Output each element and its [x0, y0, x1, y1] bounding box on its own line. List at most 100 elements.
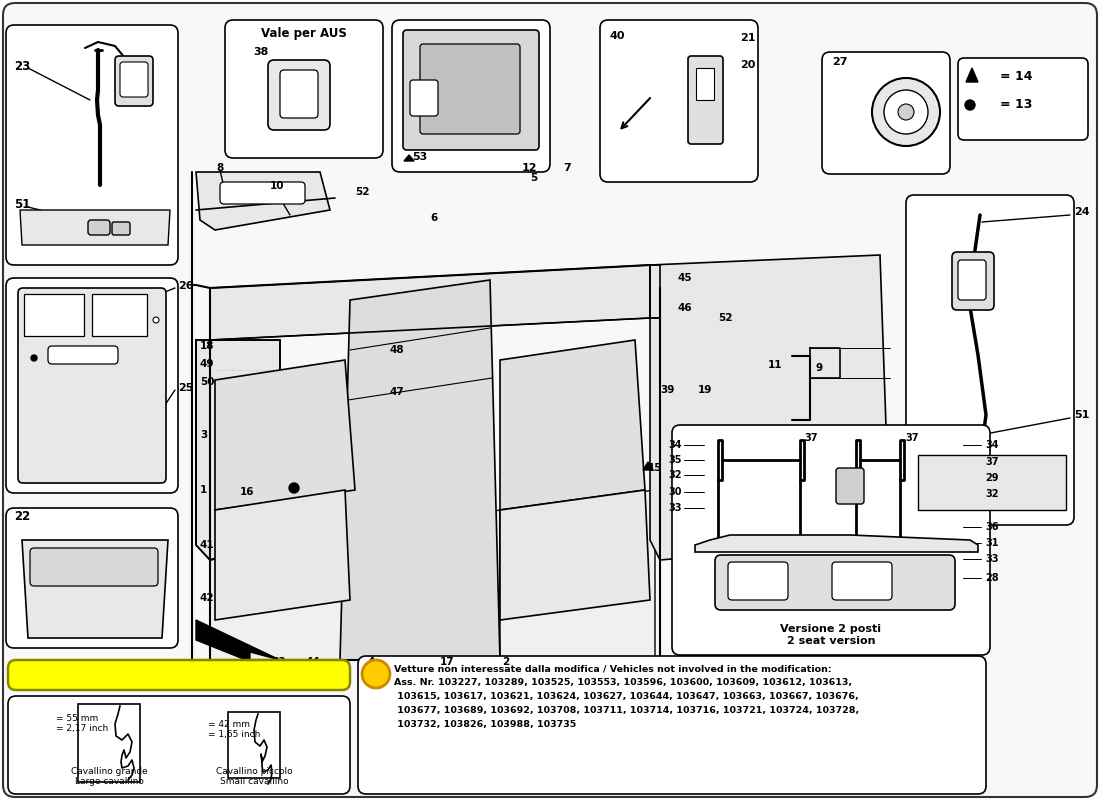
- FancyBboxPatch shape: [958, 260, 986, 300]
- FancyBboxPatch shape: [6, 25, 178, 265]
- Text: 42: 42: [200, 593, 214, 603]
- Text: 103732, 103826, 103988, 103735: 103732, 103826, 103988, 103735: [394, 720, 576, 729]
- Text: 21: 21: [740, 33, 756, 43]
- Text: 32: 32: [984, 489, 999, 499]
- Polygon shape: [644, 462, 653, 470]
- Text: 51: 51: [14, 198, 31, 211]
- Polygon shape: [918, 455, 1066, 510]
- FancyBboxPatch shape: [6, 508, 178, 648]
- FancyBboxPatch shape: [836, 468, 864, 504]
- Text: 47: 47: [390, 387, 405, 397]
- Text: 20: 20: [740, 60, 756, 70]
- Text: 32: 32: [669, 470, 682, 480]
- Text: 29: 29: [984, 473, 999, 483]
- Text: 52: 52: [718, 313, 733, 323]
- FancyBboxPatch shape: [88, 220, 110, 235]
- Polygon shape: [650, 255, 890, 560]
- Polygon shape: [340, 280, 500, 660]
- FancyBboxPatch shape: [116, 56, 153, 106]
- FancyBboxPatch shape: [6, 278, 178, 493]
- FancyBboxPatch shape: [226, 20, 383, 158]
- Text: 24: 24: [1074, 207, 1090, 217]
- FancyBboxPatch shape: [600, 20, 758, 182]
- Text: 2: 2: [502, 657, 509, 667]
- Bar: [92, 294, 147, 336]
- Polygon shape: [196, 172, 330, 230]
- Text: Rif.5 ATTENZIONE! - Ref.5 ATTENTION!: Rif.5 ATTENZIONE! - Ref.5 ATTENTION!: [51, 669, 307, 682]
- Bar: [228, 712, 280, 778]
- FancyBboxPatch shape: [958, 58, 1088, 140]
- FancyBboxPatch shape: [832, 562, 892, 600]
- FancyBboxPatch shape: [906, 195, 1074, 525]
- Text: = 42 mm
= 1,65 inch: = 42 mm = 1,65 inch: [208, 720, 261, 739]
- FancyBboxPatch shape: [728, 562, 788, 600]
- Text: 27: 27: [832, 57, 847, 67]
- Circle shape: [289, 483, 299, 493]
- FancyBboxPatch shape: [220, 182, 305, 204]
- Polygon shape: [404, 155, 414, 161]
- Text: 39: 39: [660, 385, 674, 395]
- Polygon shape: [20, 210, 170, 245]
- Text: 1: 1: [200, 485, 207, 495]
- Text: 41: 41: [200, 540, 214, 550]
- FancyBboxPatch shape: [952, 252, 994, 310]
- Polygon shape: [695, 535, 978, 552]
- FancyBboxPatch shape: [120, 62, 148, 97]
- Polygon shape: [196, 620, 280, 682]
- Text: 18: 18: [200, 341, 214, 351]
- FancyBboxPatch shape: [672, 425, 990, 655]
- Circle shape: [872, 78, 940, 146]
- Text: 37: 37: [905, 433, 918, 443]
- FancyBboxPatch shape: [715, 555, 955, 610]
- FancyBboxPatch shape: [8, 660, 350, 690]
- Polygon shape: [214, 490, 350, 620]
- Text: 16: 16: [240, 487, 254, 497]
- Circle shape: [31, 355, 37, 361]
- Text: 6: 6: [430, 213, 438, 223]
- Text: 103677, 103689, 103692, 103708, 103711, 103714, 103716, 103721, 103724, 103728,: 103677, 103689, 103692, 103708, 103711, …: [394, 706, 859, 715]
- Text: 48: 48: [390, 345, 405, 355]
- Text: 45: 45: [678, 273, 693, 283]
- Text: Vetture non interessate dalla modifica / Vehicles not involved in the modificati: Vetture non interessate dalla modifica /…: [394, 664, 832, 673]
- Polygon shape: [210, 510, 500, 660]
- Text: Ass. Nr. 103227, 103289, 103525, 103553, 103596, 103600, 103609, 103612, 103613,: Ass. Nr. 103227, 103289, 103525, 103553,…: [394, 678, 852, 687]
- Text: 53: 53: [412, 152, 427, 162]
- FancyBboxPatch shape: [420, 44, 520, 134]
- FancyBboxPatch shape: [358, 656, 986, 794]
- Text: 23: 23: [14, 59, 31, 73]
- Text: 34: 34: [984, 440, 999, 450]
- FancyBboxPatch shape: [403, 30, 539, 150]
- Text: 9: 9: [815, 363, 822, 373]
- Text: = 55 mm
= 2,17 inch: = 55 mm = 2,17 inch: [56, 714, 108, 734]
- Circle shape: [898, 104, 914, 120]
- Text: 40: 40: [610, 31, 626, 41]
- Text: 43: 43: [272, 657, 287, 667]
- Circle shape: [153, 317, 159, 323]
- Polygon shape: [196, 340, 280, 560]
- FancyBboxPatch shape: [280, 70, 318, 118]
- Text: 44: 44: [305, 657, 320, 667]
- Text: 51: 51: [1074, 410, 1089, 420]
- FancyBboxPatch shape: [268, 60, 330, 130]
- Circle shape: [884, 90, 928, 134]
- FancyBboxPatch shape: [3, 3, 1097, 797]
- Text: Cavallino grande
Large cavallino: Cavallino grande Large cavallino: [70, 766, 147, 786]
- Polygon shape: [500, 340, 645, 510]
- Text: 26: 26: [178, 281, 194, 291]
- Text: A: A: [371, 667, 381, 681]
- Text: 28: 28: [984, 573, 999, 583]
- Bar: [78, 704, 140, 782]
- Text: Cavallino piccolo
Small cavallino: Cavallino piccolo Small cavallino: [216, 766, 293, 786]
- Polygon shape: [22, 540, 168, 638]
- Text: 31: 31: [984, 538, 999, 548]
- Text: 4: 4: [368, 657, 375, 667]
- Text: 33: 33: [669, 503, 682, 513]
- Text: 30: 30: [669, 487, 682, 497]
- Text: 17: 17: [440, 657, 454, 667]
- FancyBboxPatch shape: [30, 548, 158, 586]
- Polygon shape: [214, 360, 355, 510]
- FancyBboxPatch shape: [410, 80, 438, 116]
- Text: = 13: = 13: [1000, 98, 1033, 111]
- Text: 8: 8: [216, 163, 223, 173]
- FancyBboxPatch shape: [18, 288, 166, 483]
